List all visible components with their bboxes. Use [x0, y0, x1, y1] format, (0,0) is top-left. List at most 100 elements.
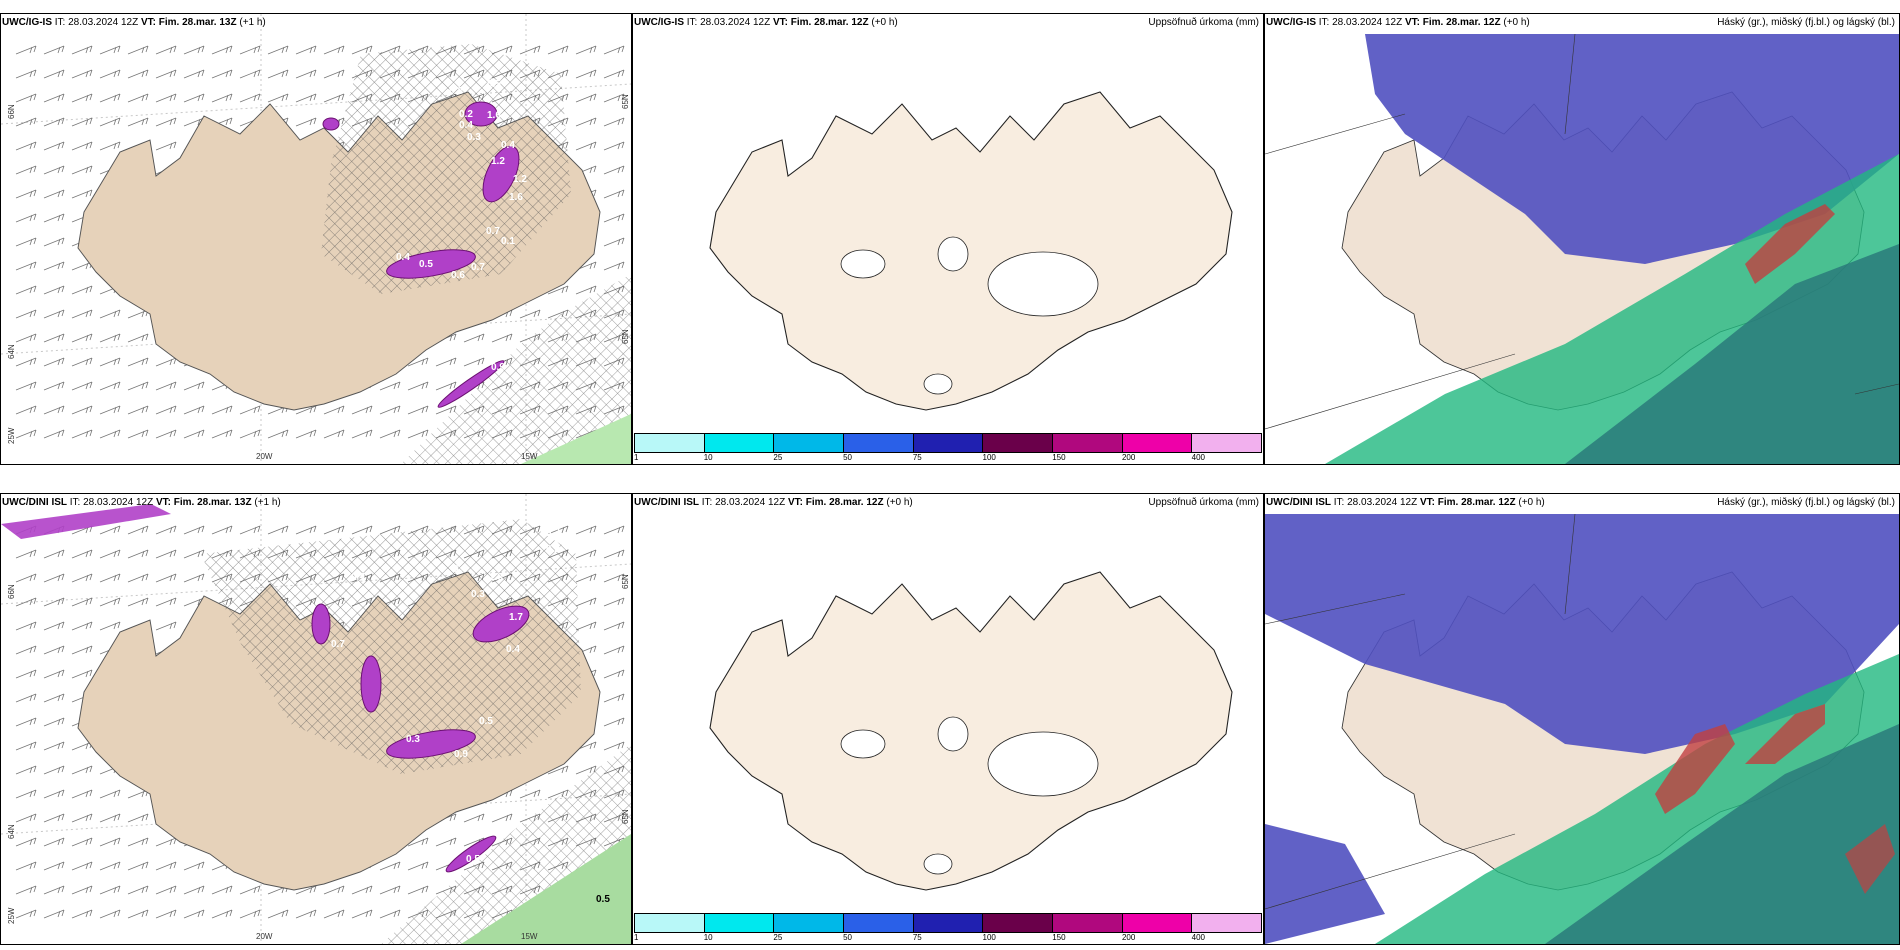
wind-barb: [575, 93, 597, 103]
wind-barb: [99, 885, 121, 895]
wind-barb: [15, 285, 37, 295]
wind-barb: [127, 597, 149, 607]
wind-barb: [295, 909, 317, 919]
wind-barb: [155, 549, 177, 559]
wind-barb: [15, 645, 37, 655]
wind-barb: [323, 69, 345, 79]
wind-barb: [603, 717, 625, 727]
colorbar-swatch: [704, 914, 775, 932]
wind-barb: [71, 309, 93, 319]
wind-barb: [99, 117, 121, 127]
colorbar-ticks: 1 10 25 50 75 100 150 200 400: [634, 453, 1262, 463]
wind-barb: [155, 525, 177, 535]
wind-barb: [43, 237, 65, 247]
colorbar-swatch: [774, 914, 845, 932]
panel-subtitle: Uppsöfnuð úrkoma (mm): [1148, 497, 1259, 508]
lon-label: 15W: [521, 932, 538, 941]
wind-barb: [71, 669, 93, 679]
wind-barb: [463, 357, 485, 367]
precip-value: 1.2: [513, 174, 527, 185]
wind-barb: [407, 381, 429, 391]
colorbar-swatch: [913, 434, 984, 452]
wind-barb: [323, 45, 345, 55]
lon-label: 20W: [256, 932, 273, 941]
precip-value: 0.5: [487, 79, 501, 90]
wind-barb: [183, 93, 205, 103]
precip-value: 0.4: [459, 120, 473, 131]
wind-barb: [323, 885, 345, 895]
colorbar-tick: 75: [912, 453, 922, 462]
wind-barb: [267, 69, 289, 79]
colorbar-swatch: [1053, 914, 1123, 932]
wind-barb: [71, 645, 93, 655]
wind-barb: [351, 45, 373, 55]
wind-barb: [603, 549, 625, 559]
panel-subtitle: Háský (gr.), miðský (fj.bl.) og lágský (…: [1717, 17, 1895, 28]
wind-barb: [43, 885, 65, 895]
panel-subtitle: Háský (gr.), miðský (fj.bl.) og lágský (…: [1717, 497, 1895, 508]
wind-barb: [15, 117, 37, 127]
wind-barb: [43, 549, 65, 559]
wind-barb: [127, 357, 149, 367]
wind-barb: [99, 909, 121, 919]
wind-barb: [603, 237, 625, 247]
wind-barb: [295, 45, 317, 55]
wind-barb: [127, 813, 149, 823]
wind-barb: [575, 45, 597, 55]
wind-barb: [183, 381, 205, 391]
wind-barb: [71, 69, 93, 79]
precip-value: 0.4: [501, 140, 515, 151]
wind-barb: [43, 909, 65, 919]
wind-barb: [43, 165, 65, 175]
wind-barb: [267, 525, 289, 535]
wind-barb: [323, 93, 345, 103]
wind-barb: [127, 69, 149, 79]
wind-barb: [99, 69, 121, 79]
wind-barb: [211, 885, 233, 895]
precip-value: 0.9: [454, 749, 468, 760]
precip-value: 1.6: [487, 110, 501, 121]
wind-barb: [155, 141, 177, 151]
wind-barb: [127, 333, 149, 343]
lat-label: 64N: [7, 344, 16, 359]
wind-barb: [407, 429, 429, 439]
colorbar: [634, 433, 1262, 453]
map-canvas: [1265, 494, 1899, 944]
wind-barb: [603, 69, 625, 79]
wind-barb: [211, 45, 233, 55]
colorbar-tick: 1: [634, 933, 639, 942]
wind-barb: [575, 597, 597, 607]
wind-barb: [603, 621, 625, 631]
wind-barb: [183, 909, 205, 919]
colorbar-swatch: [1192, 434, 1262, 452]
wind-barb: [603, 213, 625, 223]
wind-barb: [155, 837, 177, 847]
wind-barb: [99, 861, 121, 871]
wind-barb: [99, 525, 121, 535]
colorbar-tick: 200: [1121, 933, 1136, 942]
wind-barb: [211, 69, 233, 79]
wind-barb: [155, 621, 177, 631]
wind-barb: [575, 549, 597, 559]
wind-barb: [603, 189, 625, 199]
wind-barb: [71, 141, 93, 151]
lon-label: 15W: [521, 452, 538, 461]
wind-barb: [603, 141, 625, 151]
wind-barb: [351, 405, 373, 415]
lat-label: 64N: [7, 824, 16, 839]
wind-barb: [71, 621, 93, 631]
wind-barb: [15, 717, 37, 727]
wind-barb: [127, 117, 149, 127]
precip-value: 0.3: [471, 589, 485, 600]
wind-barb: [239, 45, 261, 55]
wind-barb: [71, 357, 93, 367]
wind-barb: [15, 909, 37, 919]
wind-barb: [155, 357, 177, 367]
wind-barb: [43, 621, 65, 631]
wind-barb: [295, 429, 317, 439]
colorbar-tick: 25: [773, 453, 783, 462]
lat-label: 65N: [621, 94, 630, 109]
wind-barb: [43, 381, 65, 391]
wind-barb: [155, 597, 177, 607]
wind-barb: [379, 909, 401, 919]
